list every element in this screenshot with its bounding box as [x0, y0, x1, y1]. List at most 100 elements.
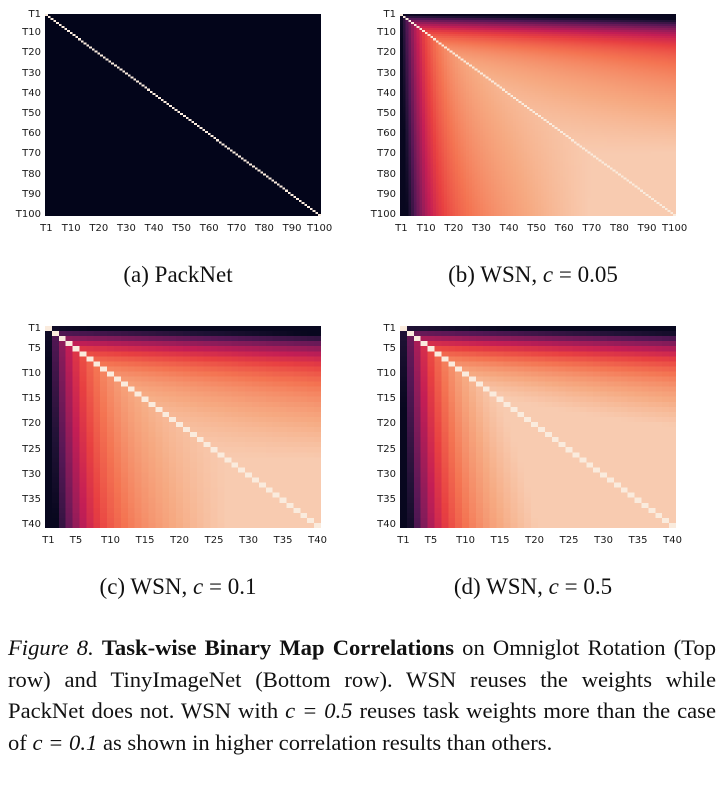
y-tick-label: T10	[377, 27, 396, 39]
y-tick-label: T20	[22, 418, 41, 430]
x-tick-label: T60	[554, 223, 574, 234]
x-tick-label: T70	[582, 223, 602, 234]
y-tick-label: T1	[28, 9, 41, 20]
x-tick-label: T30	[239, 535, 258, 546]
subcaption-d-value: 0.5	[583, 574, 613, 599]
y-tick-label: T100	[15, 208, 41, 220]
x-tick-label: T100	[662, 223, 688, 234]
x-tick-label: T80	[254, 223, 274, 234]
subcaption-d: (d) WSN, c = 0.5	[453, 574, 613, 599]
x-tick-label: T5	[69, 535, 83, 546]
caption-body-1: on Omniglot Rotation (Top row) and TinyI…	[8, 635, 716, 724]
y-tick-label: T35	[22, 494, 41, 506]
y-tick-label: T40	[22, 519, 41, 531]
c-symbol: c	[542, 262, 554, 287]
subcaption-b-value: 0.05	[577, 262, 618, 287]
x-tick-label: T10	[456, 535, 475, 546]
heatmap-packnet	[45, 14, 321, 216]
x-tick-label: T30	[116, 223, 136, 234]
x-tick-label: T1	[395, 223, 408, 234]
x-tick-label: T1	[40, 223, 53, 234]
y-tick-label: T100	[370, 208, 396, 220]
caption-c-eq-1: c = 0.5	[285, 698, 353, 724]
x-tick-label: T35	[628, 535, 648, 546]
y-tick-label: T35	[377, 494, 396, 506]
y-tick-label: T1	[383, 9, 396, 20]
x-tick-label: T20	[89, 223, 109, 234]
x-tick-label: T40	[144, 223, 164, 234]
x-tick-label: T80	[609, 223, 629, 234]
subcaption-b: (b) WSN, c = 0.05	[448, 262, 618, 287]
x-tick-label: T50	[172, 223, 192, 234]
x-tick-label: T90	[637, 223, 657, 234]
y-tick-label: T50	[22, 107, 41, 119]
y-tick-label: T15	[377, 393, 396, 405]
subcaption-b-prefix: (b) WSN,	[448, 262, 543, 287]
x-tick-label: T50	[527, 223, 547, 234]
y-tick-label: T30	[22, 67, 41, 79]
y-tick-label: T20	[22, 47, 41, 59]
y-tick-label: T70	[22, 148, 41, 160]
x-tick-label: T20	[170, 535, 189, 546]
x-tick-label: T25	[204, 535, 224, 546]
x-tick-label: T15	[135, 535, 155, 546]
y-tick-label: T30	[377, 468, 396, 480]
y-tick-label: T90	[22, 188, 41, 200]
x-tick-label: T40	[499, 223, 519, 234]
heatmap-wsn-01	[45, 326, 321, 528]
x-tick-label: T35	[273, 535, 293, 546]
x-tick-label: T1	[397, 535, 410, 546]
y-tick-label: T80	[22, 168, 41, 180]
x-tick-label: T100	[307, 223, 333, 234]
c-symbol: c	[193, 574, 204, 599]
x-tick-label: T10	[416, 223, 436, 234]
caption-body-3: as shown in higher correlation results t…	[97, 729, 553, 755]
y-tick-label: T20	[377, 47, 396, 59]
x-tick-label: T15	[490, 535, 510, 546]
y-tick-label: T40	[377, 87, 396, 99]
y-tick-label: T1	[383, 322, 396, 334]
y-tick-label: T30	[22, 468, 41, 480]
y-tick-label: T10	[377, 367, 396, 379]
subcaption-c: (c) WSN, c = 0.1	[99, 574, 257, 599]
y-tick-label: T15	[22, 393, 41, 405]
y-tick-label: T70	[377, 148, 396, 160]
y-tick-label: T20	[377, 418, 396, 430]
x-tick-label: T10	[61, 223, 81, 234]
x-tick-label: T20	[525, 535, 544, 546]
x-tick-label: T60	[199, 223, 219, 234]
subcaption-c-prefix: (c) WSN,	[99, 574, 194, 599]
y-tick-label: T50	[377, 107, 396, 119]
x-tick-label: T30	[594, 535, 613, 546]
heatmap-wsn-05	[400, 326, 676, 528]
x-tick-label: T90	[282, 223, 302, 234]
c-symbol: c	[548, 574, 559, 599]
x-tick-label: T25	[559, 535, 579, 546]
y-tick-label: T80	[377, 168, 396, 180]
heatmap-wsn-005	[400, 14, 676, 216]
y-tick-label: T60	[377, 128, 396, 140]
x-tick-label: T10	[101, 535, 120, 546]
x-tick-label: T40	[663, 535, 682, 546]
caption-title: Task-wise Binary Map Correlations	[101, 635, 455, 660]
caption-c-eq-2: c = 0.1	[32, 729, 98, 755]
subcaption-c-value: 0.1	[227, 574, 257, 599]
x-tick-label: T20	[444, 223, 464, 234]
y-tick-label: T10	[22, 367, 41, 379]
x-tick-label: T70	[227, 223, 247, 234]
x-tick-label: T1	[42, 535, 55, 546]
y-tick-label: T5	[383, 342, 396, 354]
x-tick-label: T30	[471, 223, 491, 234]
subcaption-a: (a) PackNet	[123, 262, 233, 287]
y-tick-label: T25	[22, 443, 41, 455]
y-tick-label: T5	[28, 342, 41, 354]
y-tick-label: T90	[377, 188, 396, 200]
y-tick-label: T1	[28, 322, 41, 334]
x-tick-label: T5	[424, 535, 438, 546]
subcaption-d-prefix: (d) WSN,	[453, 574, 549, 599]
figure-label: Figure 8.	[8, 635, 94, 660]
y-tick-label: T25	[377, 443, 396, 455]
x-tick-label: T40	[308, 535, 327, 546]
y-tick-label: T30	[377, 67, 396, 79]
y-tick-label: T10	[22, 27, 41, 39]
